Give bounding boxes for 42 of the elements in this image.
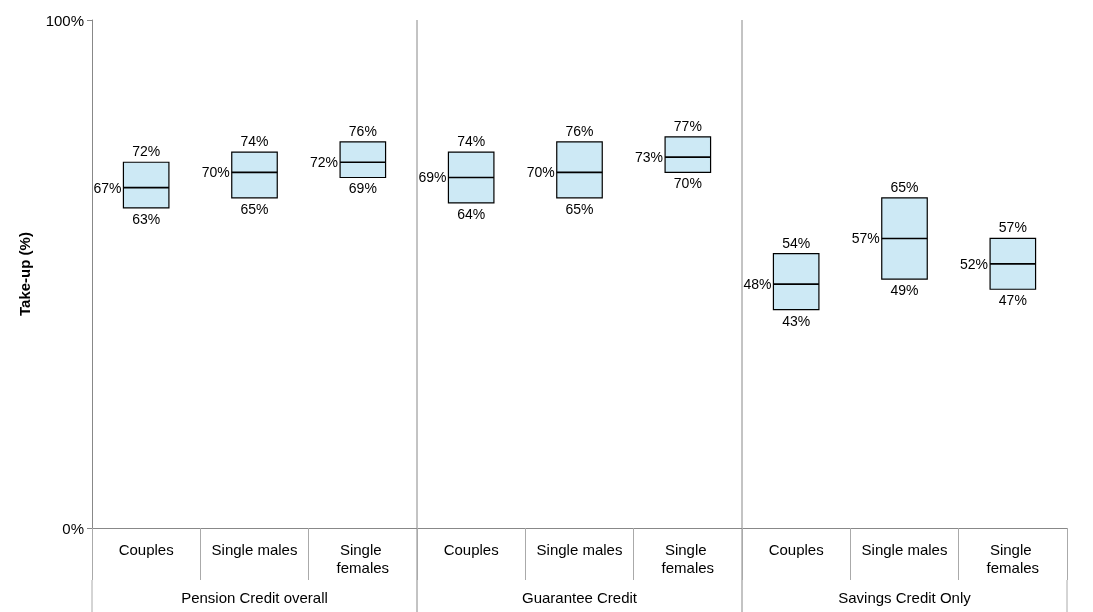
text: 72% (310, 154, 339, 171)
x-tick-label: Couples (118, 540, 174, 558)
text: 43% (782, 312, 811, 329)
text: 48% (743, 276, 772, 293)
text: 73% (635, 149, 664, 166)
text: 52% (960, 255, 989, 272)
x-tick-label: Single females (986, 540, 1040, 576)
text: 47% (998, 292, 1027, 309)
text: 64% (457, 205, 486, 222)
text: Pension Credit overall (181, 589, 328, 606)
text: 76% (565, 122, 594, 139)
text: 77% (673, 117, 702, 134)
text: 74% (457, 133, 486, 150)
text: Guarantee Credit (521, 589, 638, 606)
text: 54% (782, 234, 811, 251)
y-axis-title: Take-up (%) (16, 232, 33, 316)
text: 74% (240, 133, 269, 150)
x-tick-label: Single females (661, 540, 715, 576)
text: 67% (93, 179, 122, 196)
x-tick-label: Couples (768, 540, 824, 558)
text: 63% (132, 210, 161, 227)
x-tick-label: Single males (536, 540, 623, 558)
x-tick-label: Couples (443, 540, 499, 558)
text: 65% (565, 200, 594, 217)
text: 65% (890, 178, 919, 195)
x-tick-label: Single males (861, 540, 948, 558)
text: Savings Credit Only (838, 589, 972, 606)
x-tick-label: Single males (211, 540, 298, 558)
text: 65% (240, 200, 269, 217)
text: 70% (526, 164, 555, 181)
x-tick-label: Single females (336, 540, 390, 576)
text: 57% (851, 230, 880, 247)
text: 69% (418, 169, 447, 186)
text: 69% (348, 180, 377, 197)
text: 72% (132, 143, 161, 160)
text: 70% (201, 164, 230, 181)
y-tick-label: 100% (45, 11, 84, 29)
text: 70% (673, 175, 702, 192)
text: 57% (998, 219, 1027, 236)
text: 49% (890, 282, 919, 299)
y-tick-label: 0% (62, 519, 84, 537)
text: 76% (348, 122, 377, 139)
